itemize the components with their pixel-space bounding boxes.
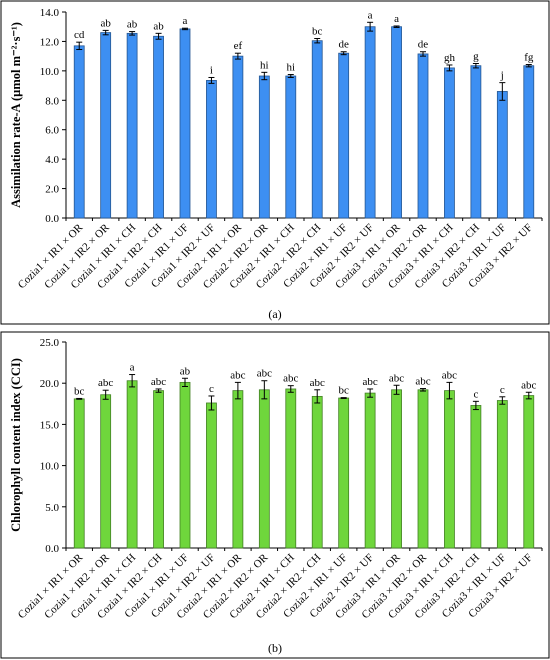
bar bbox=[523, 65, 535, 219]
significance-letter: abc bbox=[521, 379, 536, 391]
y-tick-label: 8.0 bbox=[45, 95, 59, 107]
bar bbox=[179, 28, 191, 219]
bar bbox=[470, 65, 482, 219]
significance-letter: abc bbox=[362, 376, 377, 388]
y-tick-label: 0.0 bbox=[45, 213, 59, 225]
significance-letter: a bbox=[183, 15, 188, 27]
y-tick-label: 6.0 bbox=[45, 125, 59, 137]
significance-letter: gh bbox=[444, 52, 456, 64]
bar bbox=[100, 394, 112, 549]
significance-letter: c bbox=[500, 384, 505, 396]
significance-letter: c bbox=[473, 388, 478, 400]
y-tick-label: 2.0 bbox=[45, 184, 59, 196]
bar bbox=[391, 26, 402, 219]
y-tick-label: 15.0 bbox=[40, 419, 60, 431]
panel-frame bbox=[0, 331, 550, 659]
bar bbox=[73, 398, 85, 549]
y-tick-label: 14.0 bbox=[40, 7, 60, 19]
significance-letter: de bbox=[338, 39, 349, 51]
bar bbox=[496, 91, 508, 219]
significance-letter: ab bbox=[100, 17, 111, 29]
significance-letter: a bbox=[368, 9, 373, 21]
significance-letter: hi bbox=[286, 62, 295, 74]
bar bbox=[179, 381, 191, 549]
significance-letter: abc bbox=[442, 369, 457, 381]
significance-letter: bc bbox=[338, 385, 349, 397]
panel-caption: (b) bbox=[268, 641, 282, 655]
bar bbox=[258, 389, 270, 549]
bar bbox=[153, 390, 164, 549]
bar bbox=[126, 32, 138, 219]
bar bbox=[285, 388, 297, 549]
y-tick-label: 20.0 bbox=[40, 378, 60, 390]
bar bbox=[444, 67, 455, 219]
significance-letter: abc bbox=[151, 376, 166, 388]
bar bbox=[470, 405, 482, 549]
y-tick-label: 4.0 bbox=[45, 154, 59, 166]
bar bbox=[153, 35, 164, 219]
y-tick-label: 0.0 bbox=[45, 543, 59, 555]
y-tick-label: 10.0 bbox=[40, 461, 60, 473]
bar bbox=[206, 402, 217, 549]
bar bbox=[338, 52, 350, 219]
y-axis-title: Chlorophyll content index (CCI) bbox=[9, 358, 23, 532]
significance-letter: fg bbox=[524, 52, 534, 64]
significance-letter: i bbox=[210, 64, 213, 76]
significance-letter: c bbox=[209, 383, 214, 395]
bar bbox=[417, 53, 429, 219]
significance-letter: a bbox=[394, 13, 399, 25]
chart-panel-b: 0.0 5.0 10.0 15.0 20.0 25.0 Chlorophyll conten… bbox=[0, 331, 550, 659]
bar bbox=[311, 40, 323, 219]
significance-letter: a bbox=[130, 362, 135, 374]
significance-letter: ef bbox=[234, 40, 243, 52]
bar bbox=[338, 397, 350, 549]
bar bbox=[523, 395, 535, 549]
significance-letter: g bbox=[473, 51, 479, 63]
y-tick-label: 5.0 bbox=[45, 502, 59, 514]
significance-letter: de bbox=[418, 39, 429, 51]
significance-letter: cd bbox=[74, 29, 85, 41]
bar bbox=[73, 45, 85, 219]
significance-letter: abc bbox=[283, 373, 298, 385]
bar bbox=[496, 400, 508, 549]
bar bbox=[364, 392, 376, 549]
bar bbox=[126, 380, 138, 549]
y-tick-label: 10.0 bbox=[40, 66, 60, 78]
significance-letter: ab bbox=[180, 365, 191, 377]
y-axis-title: Assimilation rate-A (µmol m⁻²·s⁻¹) bbox=[9, 22, 23, 208]
significance-letter: ab bbox=[127, 19, 138, 31]
bar bbox=[391, 389, 402, 549]
panel-frame bbox=[0, 0, 550, 325]
significance-letter: abc bbox=[389, 372, 404, 384]
bar bbox=[417, 389, 429, 549]
bar bbox=[100, 32, 112, 219]
bar bbox=[311, 395, 323, 549]
chart-panel-a: 0.0 2.0 4.0 6.0 8.0 10.0 12.0 14.0 Assimilation … bbox=[0, 0, 550, 325]
bar bbox=[258, 75, 270, 219]
bar bbox=[232, 55, 244, 219]
significance-letter: bc bbox=[74, 385, 85, 397]
bar bbox=[285, 75, 297, 219]
significance-letter: bc bbox=[312, 25, 323, 37]
y-tick-label: 12.0 bbox=[40, 36, 60, 48]
panel-caption: (a) bbox=[268, 307, 281, 321]
significance-letter: abc bbox=[98, 377, 113, 389]
significance-letter: abc bbox=[257, 368, 272, 380]
bar bbox=[444, 390, 455, 549]
bar bbox=[364, 26, 376, 219]
bar bbox=[232, 390, 244, 549]
significance-letter: ab bbox=[153, 20, 164, 32]
significance-letter: abc bbox=[230, 369, 245, 381]
significance-letter: abc bbox=[415, 376, 430, 388]
bar bbox=[206, 80, 217, 219]
significance-letter: j bbox=[500, 70, 504, 82]
significance-letter: abc bbox=[310, 377, 325, 389]
significance-letter: hi bbox=[260, 59, 269, 71]
y-tick-label: 25.0 bbox=[40, 337, 60, 349]
